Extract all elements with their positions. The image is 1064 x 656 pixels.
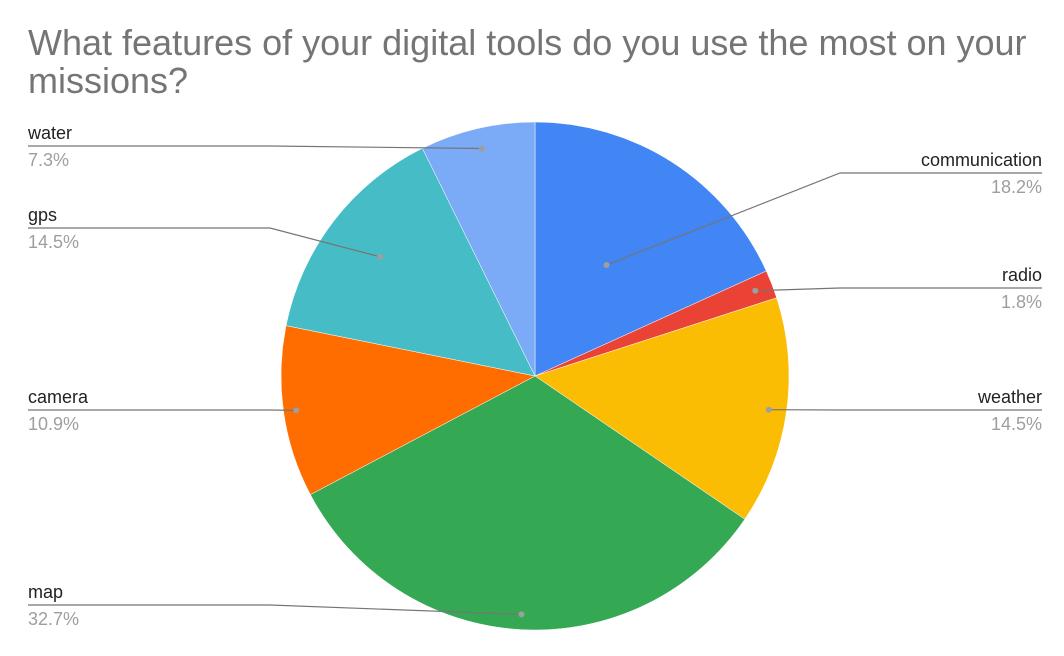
pie-slice-gps — [285, 147, 536, 377]
callout-dot-gps — [377, 253, 383, 260]
callout-line-gps — [28, 227, 381, 258]
slice-label-communication: communication — [921, 150, 1042, 170]
callout-water: water 7.3% — [27, 123, 485, 170]
slice-label-gps: gps — [28, 205, 57, 225]
pie-slice-weather — [534, 297, 790, 520]
pie-slice-map — [310, 375, 746, 631]
slice-percent-weather: 14.5% — [991, 414, 1042, 434]
callout-dot-map — [518, 611, 525, 618]
callout-line-map — [28, 604, 522, 615]
callout-dot-water — [478, 145, 485, 152]
slice-percent-gps: 14.5% — [28, 232, 79, 252]
callout-camera: camera 10.9% — [28, 387, 300, 434]
slice-label-camera: camera — [28, 387, 89, 407]
pie-slices — [280, 121, 790, 631]
slice-label-water: water — [27, 123, 72, 143]
callout-line-radio — [755, 287, 1042, 292]
slice-label-weather: weather — [977, 387, 1042, 407]
slice-percent-radio: 1.8% — [1001, 292, 1042, 312]
callout-dot-weather — [765, 406, 772, 413]
pie-slice-camera — [280, 325, 536, 495]
slice-percent-map: 32.7% — [28, 609, 79, 629]
callout-radio: radio 1.8% — [752, 265, 1042, 312]
callout-dot-radio — [752, 287, 759, 294]
callout-dot-camera — [293, 407, 300, 414]
callout-dot-communication — [603, 262, 610, 268]
callout-line-water — [28, 145, 482, 150]
callout-gps: gps 14.5% — [28, 205, 383, 260]
slice-label-radio: radio — [1002, 265, 1042, 285]
slice-percent-communication: 18.2% — [991, 177, 1042, 197]
callout-line-communication — [606, 172, 1042, 266]
slice-label-map: map — [28, 582, 63, 602]
callout-communication: communication 18.2% — [603, 150, 1042, 268]
callout-map: map 32.7% — [28, 582, 525, 629]
slice-percent-water: 7.3% — [28, 150, 69, 170]
slice-percent-camera: 10.9% — [28, 414, 79, 434]
pie-slice-communication — [534, 121, 767, 377]
pie-callouts: communication 18.2% radio 1.8% weather 14.5% m… — [27, 123, 1042, 629]
chart-title: What features of your digital tools do y… — [28, 22, 1027, 101]
callout-weather: weather 14.5% — [765, 387, 1042, 434]
